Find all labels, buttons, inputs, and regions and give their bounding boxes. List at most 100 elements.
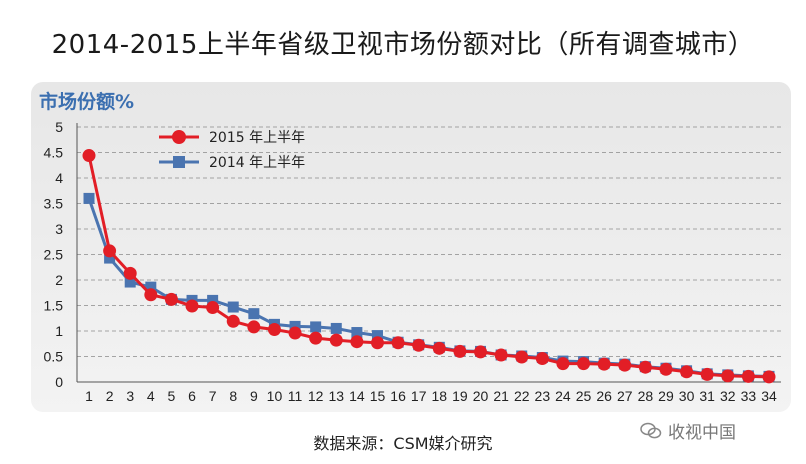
x-tick-label: 1 <box>85 388 93 404</box>
data-point <box>370 336 384 350</box>
data-point <box>638 360 652 374</box>
x-tick-label: 22 <box>514 388 530 404</box>
data-point <box>700 367 714 381</box>
x-tick-label: 19 <box>452 388 468 404</box>
legend-marker <box>172 130 186 144</box>
data-point <box>453 344 467 358</box>
x-tick-label: 34 <box>761 388 777 404</box>
y-tick-label: 4.5 <box>44 145 64 161</box>
x-tick-label: 13 <box>328 388 344 404</box>
data-point <box>391 336 405 350</box>
y-tick-label: 1.5 <box>44 298 64 314</box>
y-tick-label: 0.5 <box>44 349 64 365</box>
x-tick-label: 14 <box>349 388 365 404</box>
data-point <box>577 357 591 371</box>
data-point <box>535 352 549 366</box>
page-title: 2014-2015上半年省级卫视市场份额对比（所有调查城市） <box>51 30 755 60</box>
data-point <box>412 338 426 352</box>
data-point <box>310 321 322 333</box>
x-tick-label: 20 <box>473 388 489 404</box>
x-tick-label: 23 <box>535 388 551 404</box>
x-tick-label: 4 <box>147 388 155 404</box>
data-point <box>618 358 632 372</box>
x-tick-label: 25 <box>576 388 592 404</box>
x-tick-label: 12 <box>308 388 324 404</box>
data-point <box>289 320 301 332</box>
data-point <box>351 327 363 339</box>
x-tick-label: 6 <box>188 388 196 404</box>
x-tick-label: 7 <box>209 388 217 404</box>
x-tick-label: 11 <box>288 388 303 404</box>
data-point <box>288 326 302 340</box>
x-tick-label: 32 <box>720 388 736 404</box>
x-tick-label: 26 <box>596 388 612 404</box>
data-point <box>432 341 446 355</box>
x-tick-label: 30 <box>679 388 695 404</box>
x-tick-label: 27 <box>617 388 633 404</box>
x-tick-label: 17 <box>411 388 427 404</box>
series-line <box>87 197 770 378</box>
data-point <box>474 345 488 359</box>
data-point <box>206 301 220 315</box>
data-point <box>515 350 529 364</box>
y-tick-label: 4 <box>55 170 63 186</box>
data-point <box>145 281 157 293</box>
data-point <box>597 357 611 371</box>
y-tick-label: 3.5 <box>44 196 64 212</box>
data-point <box>329 333 343 347</box>
data-point <box>371 330 383 342</box>
y-tick-label: 2.5 <box>44 247 64 263</box>
data-point <box>330 322 342 334</box>
watermark-text: 收视中国 <box>668 423 736 443</box>
x-tick-label: 10 <box>267 388 283 404</box>
y-tick-label: 0 <box>55 374 63 390</box>
x-tick-label: 8 <box>229 388 237 404</box>
data-point <box>680 365 694 379</box>
y-tick-label: 3 <box>55 221 63 237</box>
data-point <box>741 369 755 383</box>
data-point <box>83 192 95 204</box>
x-tick-label: 2 <box>106 388 114 404</box>
data-point <box>227 301 239 313</box>
y-tick-label: 1 <box>55 323 63 339</box>
data-point <box>144 288 158 302</box>
x-tick-label: 5 <box>168 388 176 404</box>
x-tick-label: 18 <box>432 388 448 404</box>
data-point <box>659 362 673 376</box>
data-point <box>247 320 261 334</box>
data-point <box>123 266 137 280</box>
x-tick-label: 29 <box>658 388 674 404</box>
watermark: 收视中国 <box>640 418 736 443</box>
x-tick-label: 28 <box>638 388 654 404</box>
data-point <box>207 294 219 306</box>
data-point <box>248 308 260 320</box>
data-point <box>82 149 96 163</box>
data-point <box>103 244 117 258</box>
data-point <box>762 370 776 384</box>
data-point <box>124 276 136 288</box>
y-axis-title: 市场份额% <box>39 90 134 113</box>
data-point <box>494 348 508 362</box>
line-chart: 市场份额%00.511.522.533.544.551 2 3 4 5 6 7 8 9 10 11 1… <box>39 90 781 404</box>
x-tick-label: 16 <box>390 388 406 404</box>
x-tick-label: 33 <box>741 388 757 404</box>
data-point <box>226 314 240 328</box>
data-point <box>104 252 116 264</box>
chart-panel: 市场份额% 0 0.5 1 1.5 2 2.5 3 3.5 4 4.5 5 1 2 3 4 5 6 7 8 9 10 11 1… <box>31 82 791 412</box>
data-point <box>309 331 323 345</box>
series-line <box>87 155 770 379</box>
y-tick-label: 5 <box>55 119 63 135</box>
x-tick-label: 3 <box>126 388 134 404</box>
data-point <box>164 292 178 306</box>
x-tick-label: 15 <box>370 388 386 404</box>
legend-label: 2014 年上半年 <box>209 155 305 171</box>
data-point <box>721 369 735 383</box>
y-tick-label: 2 <box>55 272 63 288</box>
legend-label: 2015 年上半年 <box>209 130 305 146</box>
data-point <box>267 322 281 336</box>
legend-marker <box>173 156 185 168</box>
x-tick-label: 24 <box>555 388 571 404</box>
data-point <box>185 299 199 313</box>
x-tick-label: 31 <box>699 388 715 404</box>
x-tick-label: 9 <box>250 388 258 404</box>
